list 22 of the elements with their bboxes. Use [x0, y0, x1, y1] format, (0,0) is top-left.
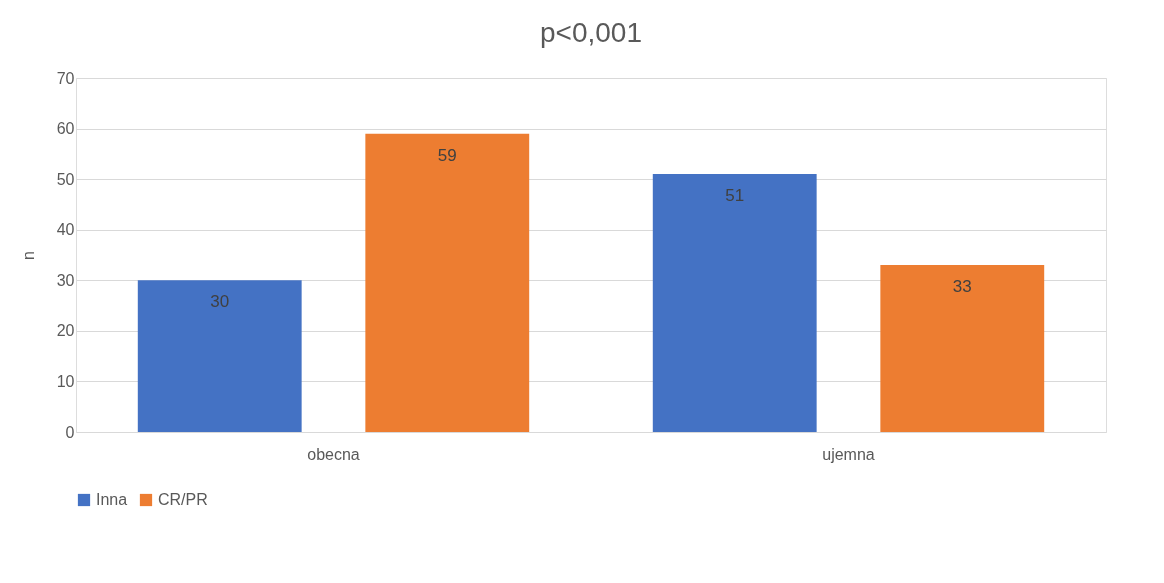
- data-label: 33: [952, 277, 972, 297]
- bar: [880, 265, 1045, 432]
- data-label: 30: [210, 292, 230, 312]
- bar: [137, 280, 302, 432]
- bar: [652, 174, 817, 432]
- y-tick-label: 50: [56, 170, 75, 188]
- chart-title: p<0,001: [540, 17, 642, 48]
- x-tick-label: ujemna: [822, 445, 875, 463]
- x-tick-label: obecna: [307, 445, 360, 463]
- y-axis-title: n: [19, 251, 37, 260]
- data-label: 59: [437, 145, 457, 165]
- y-tick-label: 10: [56, 372, 75, 390]
- y-tick-label: 20: [56, 322, 75, 340]
- y-tick-label: 60: [56, 120, 75, 138]
- data-label: 51: [725, 186, 745, 206]
- legend-label: CR/PR: [158, 491, 208, 508]
- y-tick-label: 40: [56, 221, 75, 239]
- y-tick-label: 0: [65, 423, 75, 441]
- legend-label: Inna: [96, 491, 128, 508]
- y-tick-label: 30: [56, 271, 75, 289]
- bar: [365, 133, 530, 432]
- y-tick-label: 70: [56, 69, 75, 87]
